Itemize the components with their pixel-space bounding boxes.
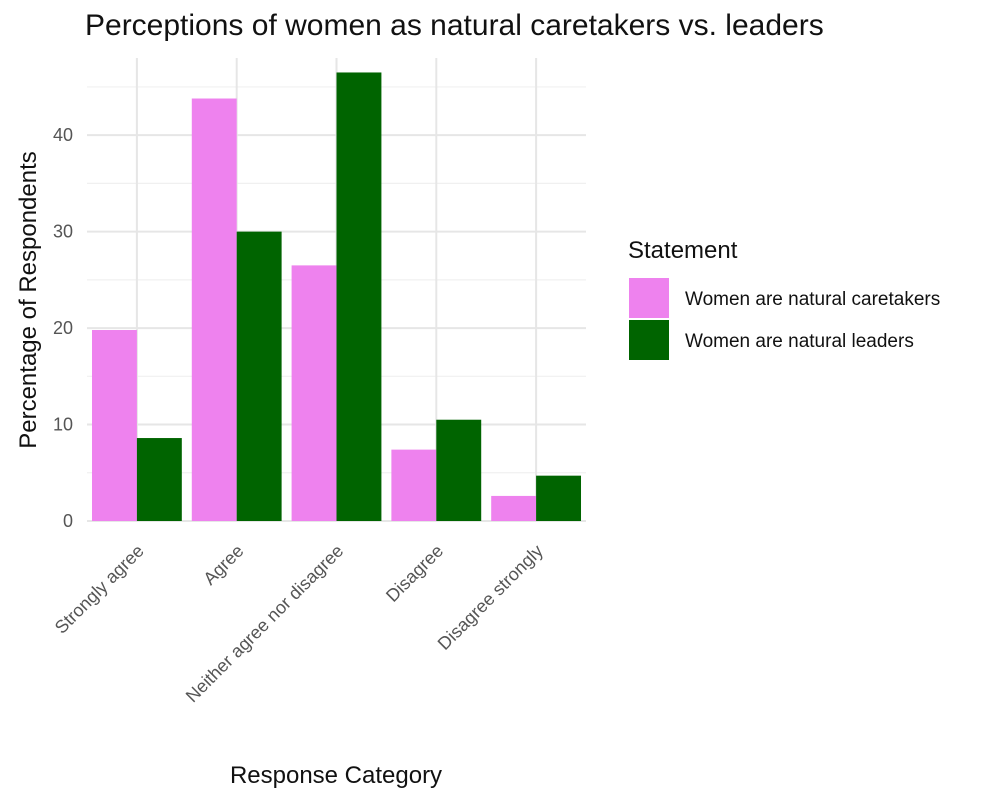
legend-label: Women are natural caretakers xyxy=(685,289,940,310)
bar xyxy=(536,475,582,521)
bar xyxy=(391,449,437,521)
y-tick-label: 20 xyxy=(53,318,73,338)
bar xyxy=(136,438,182,521)
bar xyxy=(236,231,282,521)
x-tick-label: Strongly agree xyxy=(51,541,148,638)
legend-label: Women are natural leaders xyxy=(685,331,914,352)
legend-title: Statement xyxy=(628,237,738,264)
bar xyxy=(191,98,237,521)
bar xyxy=(291,265,337,521)
y-tick-label: 40 xyxy=(53,125,73,145)
y-axis-title: Percentage of Respondents xyxy=(15,151,42,449)
bar xyxy=(436,419,482,521)
x-axis-title: Response Category xyxy=(230,762,442,789)
legend-swatch xyxy=(629,320,669,360)
x-tick-label: Agree xyxy=(199,541,247,589)
y-tick-label: 0 xyxy=(63,511,73,531)
x-tick-label: Neither agree nor disagree xyxy=(182,541,348,707)
legend-swatch xyxy=(629,278,669,318)
y-tick-label: 10 xyxy=(53,415,73,435)
x-tick-label: Disagree strongly xyxy=(434,541,547,654)
bar xyxy=(336,72,382,521)
bar xyxy=(491,495,537,521)
legend: Statement Women are natural caretakers Wo… xyxy=(628,237,940,360)
bars xyxy=(91,72,582,521)
chart-title: Perceptions of women as natural caretake… xyxy=(85,9,824,42)
y-tick-label: 30 xyxy=(53,222,73,242)
x-tick-label: Disagree xyxy=(382,541,447,606)
y-axis-ticks: 0 10 20 30 40 xyxy=(53,125,73,531)
bar xyxy=(91,330,137,521)
